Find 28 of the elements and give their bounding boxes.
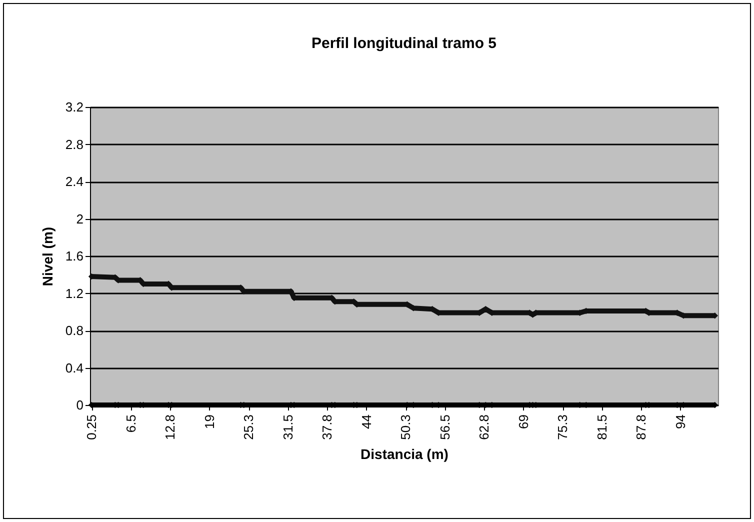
x-tick-label: 56.5 — [437, 414, 452, 440]
y-tick-label: 2.8 — [65, 136, 84, 152]
x-tick-label: 6.5 — [123, 414, 138, 433]
x-tick-label: 50.3 — [398, 414, 414, 440]
y-tick-label: 2 — [76, 211, 84, 226]
y-tick-label: 2.4 — [65, 174, 84, 189]
x-tick-label: 75.3 — [555, 414, 570, 440]
x-axis-title: Distancia (m) — [360, 446, 448, 462]
x-tick-label: 12.8 — [162, 414, 178, 440]
x-tick-label: 62.8 — [476, 414, 492, 440]
x-tick-label: 69 — [516, 414, 531, 429]
x-tick-label: 19 — [202, 414, 217, 429]
y-tick-label: 3.2 — [65, 100, 84, 114]
x-tick-label: 87.8 — [634, 414, 649, 440]
chart-title: Perfil longitudinal tramo 5 — [311, 35, 497, 52]
x-tick-label: 0.25 — [84, 414, 100, 440]
x-tick-label: 81.5 — [594, 414, 610, 440]
y-tick-label: 0.4 — [65, 360, 84, 376]
y-axis-title: Nivel (m) — [39, 226, 56, 286]
x-tick-label: 44 — [358, 414, 374, 429]
y-tick-label: 1.6 — [65, 248, 84, 264]
x-tick-label: 31.5 — [280, 414, 296, 440]
x-tick-label: 25.3 — [241, 414, 256, 440]
x-tick-label: 37.8 — [320, 414, 335, 440]
y-tick-label: 0 — [76, 398, 84, 412]
y-tick-label: 0.8 — [65, 323, 84, 338]
x-tick-label: 94 — [672, 414, 688, 429]
y-tick-label: 1.2 — [65, 286, 84, 301]
